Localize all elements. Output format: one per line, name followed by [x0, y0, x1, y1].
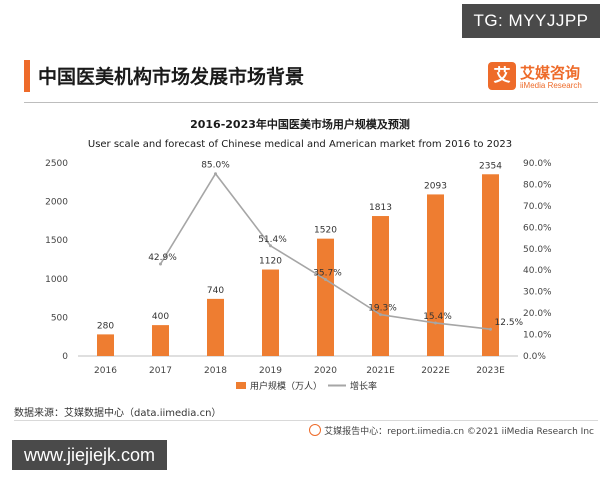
bar — [372, 216, 389, 356]
left-tick-label: 2000 — [45, 198, 68, 208]
x-tick-label: 2023E — [476, 366, 505, 376]
left-tick-label: 2500 — [45, 159, 68, 169]
logo-name-cn: 艾媒咨询 — [520, 64, 581, 82]
watermark-bottom: www.jiejiejk.com — [12, 440, 167, 470]
footer: 艾媒报告中心：report.iimedia.cn ©2021 iiMedia R… — [309, 424, 594, 437]
legend-bar-label: 用户规模（万人） — [250, 380, 322, 392]
x-tick-label: 2022E — [421, 366, 450, 376]
right-tick-label: 80.0% — [523, 180, 552, 190]
logo-mark: 艾 — [488, 62, 516, 90]
footer-text: 艾媒报告中心：report.iimedia.cn ©2021 iiMedia R… — [324, 427, 594, 437]
title-accent-bar — [24, 60, 30, 92]
logo-name-en: iiMedia Research — [520, 81, 582, 90]
line-point — [159, 262, 162, 266]
page-title: 中国医美机构市场发展市场背景 — [38, 66, 305, 88]
bar-value-label: 400 — [152, 312, 169, 322]
chart-subtitle: User scale and forecast of Chinese medic… — [88, 139, 512, 150]
line-point — [434, 321, 437, 325]
legend-line-label: 增长率 — [350, 380, 377, 392]
bar-value-label: 1520 — [314, 226, 337, 236]
bar — [482, 174, 499, 356]
left-tick-label: 0 — [62, 352, 68, 362]
footer-divider — [14, 420, 598, 421]
right-tick-label: 90.0% — [523, 159, 552, 169]
right-tick-label: 60.0% — [523, 223, 552, 233]
right-tick-label: 50.0% — [523, 245, 552, 255]
line-value-label: 51.4% — [258, 235, 287, 245]
bar — [97, 334, 114, 356]
watermark-top: TG: MYYJJPP — [462, 4, 600, 38]
x-tick-label: 2020 — [314, 366, 337, 376]
bar-value-label: 740 — [207, 286, 224, 296]
left-tick-label: 500 — [51, 313, 68, 323]
line-value-label: 42.9% — [148, 253, 177, 263]
line-value-label: 19.3% — [368, 304, 397, 314]
right-tick-label: 10.0% — [523, 331, 552, 341]
line-point — [489, 327, 492, 331]
left-tick-label: 1000 — [45, 275, 68, 285]
report-icon — [309, 424, 322, 436]
line-value-label: 12.5% — [495, 318, 524, 328]
line-series — [159, 172, 492, 331]
combo-chart: 2016-2023年中国医美市场用户规模及预测 User scale and f… — [45, 117, 552, 392]
bar-value-label: 2354 — [479, 161, 502, 171]
x-tick-label: 2019 — [259, 366, 282, 376]
header-divider — [24, 102, 598, 103]
line-value-label: 15.4% — [423, 312, 452, 322]
legend: 用户规模（万人） 增长率 — [236, 380, 377, 392]
bar — [152, 325, 169, 356]
line-point — [324, 277, 327, 281]
x-axis: 2016 2017 2018 2019 2020 2021E 2022E 2023E — [94, 366, 505, 376]
line-data-labels: 42.9% 85.0% 51.4% 35.7% 19.3% 15.4% 12.5% — [148, 161, 523, 328]
bar-value-label: 1120 — [259, 257, 282, 267]
right-tick-label: 0.0% — [523, 352, 546, 362]
line-value-label: 35.7% — [313, 268, 342, 278]
right-tick-label: 20.0% — [523, 309, 552, 319]
bar-series — [97, 174, 499, 356]
bar — [427, 194, 444, 356]
x-tick-label: 2018 — [204, 366, 227, 376]
source-note: 数据来源：艾媒数据中心（data.iimedia.cn） — [14, 408, 222, 419]
right-axis: 0.0% 10.0% 20.0% 30.0% 40.0% 50.0% 60.0% 70.0% 8… — [523, 159, 552, 362]
legend-bar-swatch — [236, 382, 246, 389]
left-tick-label: 1500 — [45, 236, 68, 246]
chart-title: 2016-2023年中国医美市场用户规模及预测 — [190, 117, 410, 131]
bar — [207, 298, 224, 356]
x-tick-label: 2017 — [149, 366, 172, 376]
x-tick-label: 2016 — [94, 366, 117, 376]
line-point — [269, 244, 272, 248]
right-tick-label: 70.0% — [523, 202, 552, 212]
bar-value-label: 280 — [97, 321, 114, 331]
x-tick-label: 2021E — [366, 366, 395, 376]
line-point — [379, 313, 382, 317]
left-axis: 0 500 1000 1500 2000 2500 — [45, 159, 68, 362]
bar-value-label: 2093 — [424, 181, 447, 191]
bar — [262, 269, 279, 356]
line-value-label: 85.0% — [201, 161, 230, 171]
bar — [317, 238, 334, 356]
right-tick-label: 30.0% — [523, 288, 552, 298]
bar-value-label: 1813 — [369, 203, 392, 213]
brand-logo: 艾 艾媒咨询 iiMedia Research — [488, 62, 598, 94]
right-tick-label: 40.0% — [523, 266, 552, 276]
line-point — [214, 172, 217, 176]
bar-data-labels: 280 400 740 1120 1520 1813 2093 2354 — [97, 161, 502, 331]
